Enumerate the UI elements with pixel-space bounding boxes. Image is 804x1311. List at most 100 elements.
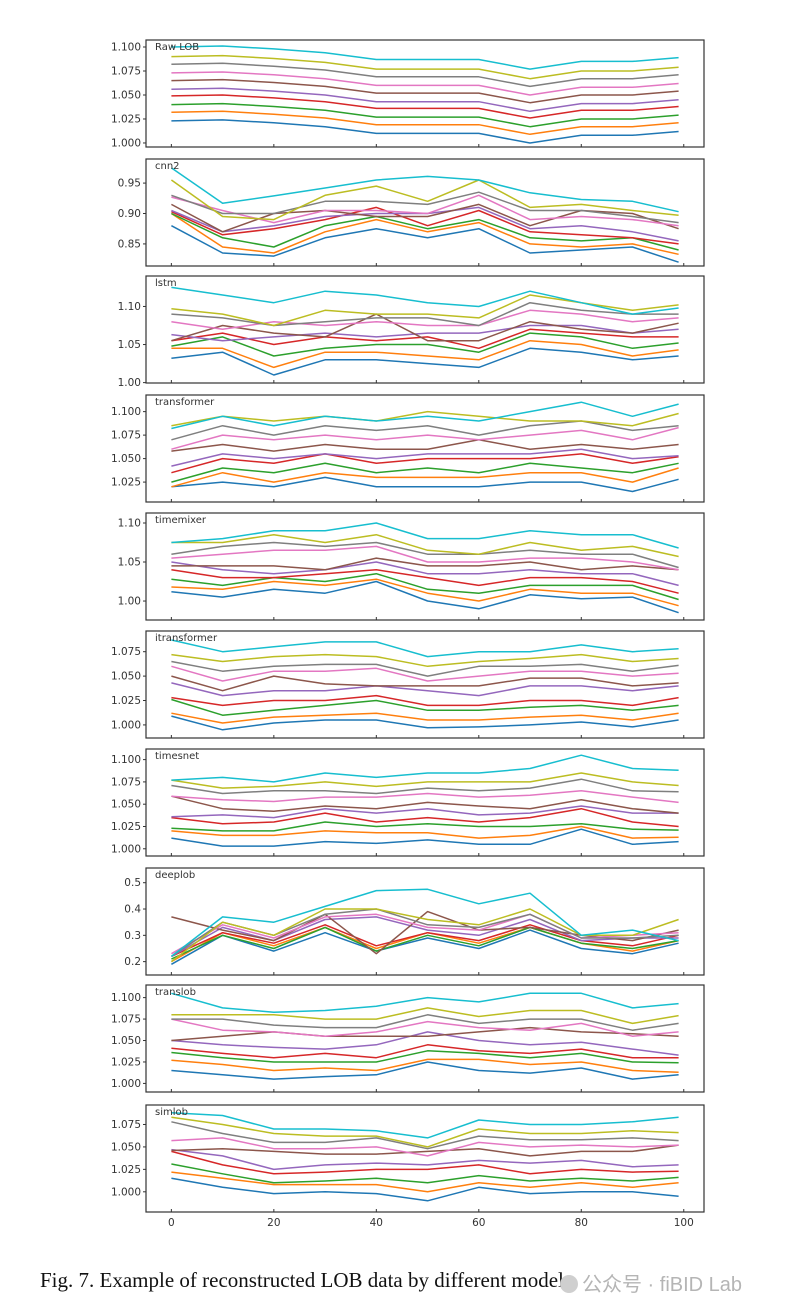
series-line-7: [171, 420, 679, 441]
series-line-0: [171, 347, 679, 376]
subplot-title: simlob: [155, 1107, 188, 1118]
y-tick-label: 0.5: [124, 877, 141, 889]
series-line-8: [170, 179, 679, 221]
subplot-title: translob: [155, 987, 196, 998]
x-tick-label: 20: [267, 1217, 280, 1229]
subplot-timemixer: 1.00 1.05 1.10 timemixer: [118, 512, 705, 621]
series-line-1: [171, 467, 679, 488]
series-line-3: [171, 569, 679, 594]
y-tick-label: 1.050: [111, 799, 141, 811]
series-line-7: [171, 1014, 679, 1031]
series-line-7: [171, 191, 679, 224]
subplot-title: timesnet: [155, 751, 199, 762]
subplot-title: deeplob: [155, 870, 195, 881]
series-line-4: [171, 805, 679, 819]
series-line-9: [171, 754, 679, 783]
y-tick-label: 1.075: [111, 430, 141, 442]
series-line-5: [171, 1026, 679, 1042]
series-line-5: [171, 313, 679, 342]
series-line-8: [171, 1116, 679, 1148]
y-tick-label: 1.025: [111, 477, 141, 489]
x-tick-label: 60: [472, 1217, 485, 1229]
y-tick-label: 1.000: [111, 719, 141, 731]
series-line-1: [171, 1058, 679, 1074]
series-line-3: [171, 694, 679, 707]
y-tick-label: 1.10: [118, 517, 141, 529]
axes-frame: [145, 158, 705, 267]
x-tick-label: 80: [575, 1217, 588, 1229]
series-line-5: [171, 78, 679, 104]
series-line-1: [171, 1171, 679, 1193]
series-line-8: [171, 54, 679, 80]
series-line-4: [171, 448, 679, 467]
y-tick-label: 0.90: [118, 208, 141, 220]
axes-frame: [145, 1104, 705, 1213]
series-line-6: [171, 1137, 679, 1157]
y-tick-label: 1.025: [111, 1164, 141, 1176]
subplot-lstm: 1.00 1.05 1.10 lstm: [118, 275, 705, 389]
series-line-1: [171, 339, 679, 369]
series-line-8: [171, 772, 679, 789]
y-tick-label: 1.050: [111, 671, 141, 683]
x-tick-label: 40: [370, 1217, 383, 1229]
x-tick-label: 100: [674, 1217, 694, 1229]
series-line-5: [171, 675, 679, 692]
series-line-0: [171, 1061, 679, 1080]
series-line-6: [171, 665, 679, 682]
axes-frame: [145, 630, 705, 739]
y-tick-label: 1.00: [118, 377, 141, 389]
y-tick-label: 1.075: [111, 776, 141, 788]
y-tick-label: 1.05: [118, 557, 141, 569]
axes-frame: [145, 748, 705, 857]
series-line-3: [171, 1150, 679, 1175]
series-line-3: [171, 206, 679, 245]
y-tick-label: 1.100: [111, 42, 141, 54]
series-line-4: [171, 87, 679, 113]
series-line-3: [171, 453, 679, 474]
axes-frame: [145, 867, 705, 976]
series-line-2: [171, 102, 679, 128]
y-tick-label: 1.025: [111, 1056, 141, 1068]
series-line-2: [171, 462, 679, 483]
series-line-9: [171, 522, 679, 549]
subplot-simlob: 1.000 1.025 1.050 1.075 simlob 0 20 40 60 80 100: [111, 1104, 705, 1229]
series-line-3: [171, 1044, 679, 1059]
series-line-5: [171, 439, 679, 452]
series-line-3: [171, 328, 679, 350]
y-tick-label: 1.050: [111, 89, 141, 101]
axes-frame: [145, 984, 705, 1093]
series-line-2: [171, 1163, 679, 1184]
series-line-2: [171, 212, 679, 251]
watermark-text: 公众号 · fiBID Lab: [582, 1274, 743, 1296]
series-line-5: [171, 1144, 679, 1157]
y-tick-label: 1.050: [111, 1035, 141, 1047]
series-line-4: [171, 1148, 679, 1171]
series-line-3: [171, 924, 679, 958]
series-line-7: [171, 778, 679, 795]
subplot-raw-lob: 1.000 1.025 1.050 1.075 1.100 Raw LOB: [111, 39, 705, 149]
series-line-1: [171, 825, 679, 839]
series-line-1: [171, 578, 679, 607]
y-tick-label: 1.025: [111, 695, 141, 707]
series-line-4: [171, 1031, 679, 1056]
series-line-6: [171, 1018, 679, 1037]
y-tick-label: 1.075: [111, 646, 141, 658]
series-line-0: [171, 119, 679, 144]
series-line-2: [171, 1050, 679, 1064]
figure-caption: Fig. 7. Example of reconstructed LOB dat…: [40, 1268, 578, 1292]
subplot-itransformer: 1.000 1.025 1.050 1.075 itransformer: [111, 630, 705, 739]
subplot-title: timemixer: [155, 515, 207, 526]
series-line-2: [171, 698, 679, 716]
series-line-6: [171, 426, 679, 450]
series-line-8: [171, 533, 679, 558]
axes-frame: [145, 394, 705, 503]
series-line-1: [171, 110, 679, 136]
wechat-logo-icon: [560, 1275, 578, 1293]
series-line-2: [171, 572, 679, 601]
subplot-title: Raw LOB: [155, 42, 199, 53]
series-line-8: [170, 908, 679, 963]
y-tick-label: 1.00: [118, 596, 141, 608]
axes-frame: [145, 275, 705, 384]
series-line-4: [171, 324, 679, 342]
series-line-0: [171, 929, 679, 965]
